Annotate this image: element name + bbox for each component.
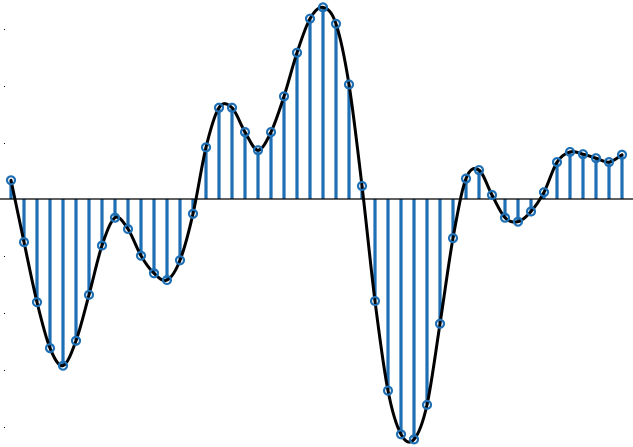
stem-marker <box>31 297 43 308</box>
stem-marker <box>408 434 420 445</box>
stem-marker <box>122 223 134 235</box>
stem-marker <box>83 289 95 300</box>
y-tick-mark <box>4 256 5 257</box>
stem-marker <box>70 335 82 346</box>
stem-marker <box>291 47 303 58</box>
stem-marker <box>213 102 225 113</box>
stem-marker <box>590 153 602 164</box>
y-tick-mark <box>4 427 5 428</box>
stem-marker <box>356 180 368 192</box>
stem-marker <box>421 399 433 410</box>
stem-marker <box>460 173 472 184</box>
stem-marker <box>395 429 407 440</box>
stem-marker <box>538 187 550 198</box>
stem-marker <box>343 79 355 90</box>
stem-marker <box>44 343 56 354</box>
stem-marker <box>148 268 160 279</box>
stem-marker <box>18 236 30 248</box>
stem-marker <box>96 240 108 251</box>
y-tick-mark <box>4 313 5 314</box>
stem-marker <box>200 142 212 153</box>
stem-marker <box>239 126 251 138</box>
stem-marker <box>187 208 199 219</box>
stem-marker <box>161 274 173 286</box>
stem-marker <box>226 102 238 113</box>
y-tick-mark <box>4 29 5 30</box>
stem-marker <box>57 360 69 371</box>
stem-marker <box>486 189 498 201</box>
stem-marker <box>499 212 511 223</box>
stem-marker <box>551 157 563 168</box>
stem-marker <box>473 164 485 176</box>
series-curve <box>9 5 624 444</box>
stem-marker <box>304 13 316 24</box>
y-tick-mark <box>4 370 5 371</box>
stem-marker <box>317 2 329 13</box>
stem-marker <box>525 206 537 217</box>
stem-marker <box>512 216 524 227</box>
stem-marker <box>265 126 277 138</box>
stem-marker <box>564 146 576 158</box>
stem-marker <box>577 149 589 160</box>
stem-marker <box>252 145 264 156</box>
stem-marker <box>434 318 446 329</box>
stem-marker <box>369 295 381 307</box>
stem-marker <box>382 385 394 396</box>
stem-marker <box>278 91 290 102</box>
stem-marker <box>5 175 17 186</box>
stem-marker <box>603 157 615 168</box>
y-tick-mark <box>4 86 5 87</box>
stem-marker <box>447 233 459 244</box>
stem-marker <box>330 18 342 29</box>
stem-marker <box>174 255 186 266</box>
stem-marker <box>109 212 121 223</box>
stem-marker <box>616 149 628 160</box>
y-tick-mark <box>4 143 5 144</box>
stem-marker <box>135 250 147 261</box>
